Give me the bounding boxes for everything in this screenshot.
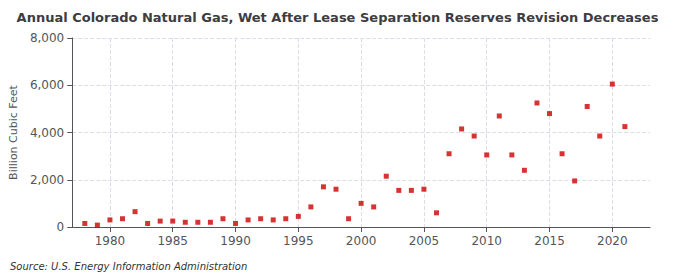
svg-text:1985: 1985 (157, 234, 188, 248)
svg-text:Source: U.S. Energy Informatio: Source: U.S. Energy Information Administ… (10, 261, 247, 272)
svg-text:Billion Cubic Feet: Billion Cubic Feet (7, 84, 20, 179)
svg-text:8,000: 8,000 (30, 31, 64, 45)
svg-text:4,000: 4,000 (30, 126, 64, 140)
svg-text:2,000: 2,000 (30, 173, 64, 187)
svg-text:1980: 1980 (95, 234, 126, 248)
svg-text:1995: 1995 (283, 234, 314, 248)
svg-text:2015: 2015 (534, 234, 565, 248)
svg-text:1990: 1990 (220, 234, 251, 248)
svg-text:2005: 2005 (409, 234, 440, 248)
svg-text:0: 0 (57, 220, 65, 234)
svg-text:Annual Colorado Natural Gas, W: Annual Colorado Natural Gas, Wet After L… (17, 10, 659, 25)
svg-text:2020: 2020 (597, 234, 628, 248)
svg-text:6,000: 6,000 (30, 78, 64, 92)
svg-text:2000: 2000 (346, 234, 377, 248)
svg-text:2010: 2010 (471, 234, 502, 248)
